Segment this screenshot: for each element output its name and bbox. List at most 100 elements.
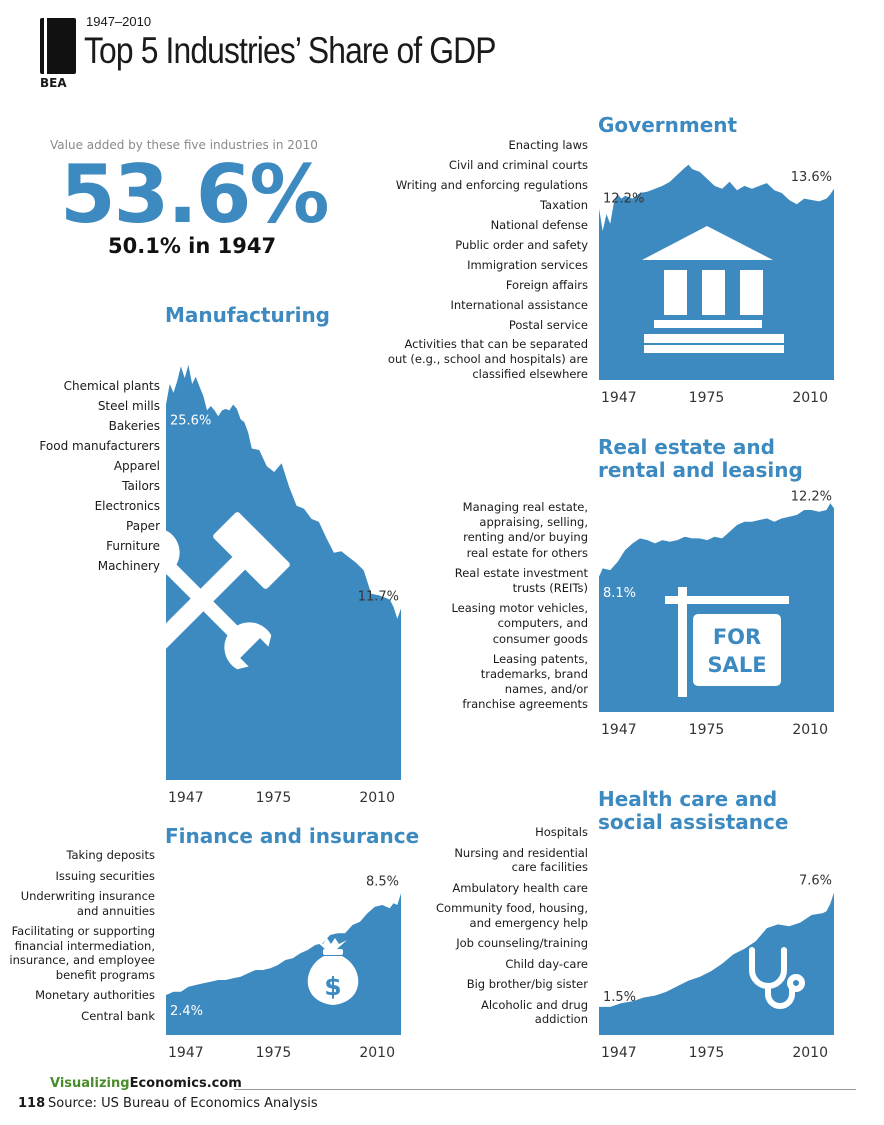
real-estate-title: Real estate and rental and leasing (598, 436, 803, 482)
kpi-1947-value: 50.1% in 1947 (108, 234, 277, 258)
list-item: Issuing securities (55, 868, 155, 883)
for-sale-sign-line-2: SALE (707, 653, 766, 677)
footer-brand: VisualizingEconomics.com (50, 1076, 242, 1091)
list-item: National defense (490, 218, 588, 232)
list-item: Nursing and residential care facilities (454, 845, 588, 875)
health-title-line-2: social assistance (598, 810, 789, 834)
real_estate-x-tick-1947: 1947 (601, 722, 637, 738)
list-item: Ambulatory health care (452, 880, 588, 895)
manufacturing-x-tick-1975: 1975 (256, 790, 292, 806)
page-title: Top 5 Industries’ Share of GDP (84, 30, 497, 71)
list-item: Taxation (539, 198, 588, 212)
kpi-caption: Value added by these five industries in … (50, 138, 318, 152)
finance-x-tick-1975: 1975 (256, 1045, 292, 1061)
health-area-chart: 1947 1975 2010 1.5% 7.6% (599, 874, 834, 1061)
health-title-line-1: Health care and (598, 787, 778, 811)
government-building-icon (642, 226, 784, 353)
for-sale-sign-line-1: FOR (713, 625, 761, 649)
footer-brand-prefix: Visualizing (50, 1076, 130, 1091)
list-item: Civil and criminal courts (448, 158, 588, 172)
manufacturing-area-chart: 1947 1975 2010 25.6% 11.7% (166, 364, 401, 806)
list-item: Central bank (81, 1008, 155, 1023)
real-estate-title-line-1: Real estate and (598, 435, 775, 459)
real_estate-start-value-label: 8.1% (603, 586, 636, 601)
footer-divider (234, 1089, 856, 1090)
list-item: Alcoholic and drug addiction (480, 997, 588, 1027)
bea-logo-text: BEA (40, 76, 67, 90)
list-item: Chemical plants (63, 379, 160, 393)
list-item: Managing real estate, appraising, sellin… (462, 500, 588, 560)
health-x-tick-1975: 1975 (689, 1045, 725, 1061)
footer-brand-suffix: Economics.com (129, 1076, 242, 1091)
for-sale-sign-icon: FOR SALE (665, 587, 789, 697)
real-estate-title-line-2: rental and leasing (598, 458, 803, 482)
list-item: Immigration services (467, 258, 588, 272)
list-item: Paper (126, 519, 160, 533)
finance-title: Finance and insurance (165, 824, 420, 848)
list-item: Tailors (122, 479, 160, 493)
list-item: Bakeries (108, 419, 160, 433)
list-item: Apparel (113, 459, 160, 473)
government-x-tick-2010: 2010 (792, 390, 828, 406)
hammer-wrench-icon (166, 512, 290, 670)
source-note: Source: US Bureau of Economics Analysis (48, 1096, 318, 1111)
government-start-value-label: 12.2% (603, 191, 644, 206)
manufacturing-start-value-label: 25.6% (170, 414, 211, 429)
list-item: Job counseling/training (456, 936, 588, 950)
government-x-tick-1947: 1947 (601, 390, 637, 406)
manufacturing-end-value-label: 11.7% (358, 589, 399, 604)
manufacturing-activities-list: Chemical plants Steel mills Bakeries Foo… (0, 376, 160, 576)
finance-area-chart: $ 1947 1975 2010 2.4% 8.5% (166, 874, 401, 1061)
list-item: Furniture (106, 539, 160, 553)
health-area-series (599, 892, 834, 1035)
list-item: Activities that can be separated out (e.… (387, 337, 588, 381)
list-item: Writing and enforcing regulations (395, 178, 588, 192)
list-item: Food manufacturers (39, 439, 160, 453)
list-item: Steel mills (97, 399, 160, 413)
bea-logo (40, 18, 76, 74)
page-subtitle-years: 1947–2010 (86, 14, 152, 29)
list-item: Postal service (508, 318, 588, 332)
list-item: Leasing motor vehicles, computers, and c… (451, 601, 588, 646)
government-activities-list: Enacting laws Civil and criminal courts … (328, 135, 588, 382)
real_estate-x-tick-2010: 2010 (792, 722, 828, 738)
health-x-tick-2010: 2010 (792, 1045, 828, 1061)
list-item: Hospitals (535, 825, 588, 839)
page-number: 118 (18, 1096, 46, 1111)
health-start-value-label: 1.5% (603, 990, 636, 1005)
finance-activities-list: Taking deposits Issuing securities Under… (0, 848, 155, 1023)
health-end-value-label: 7.6% (799, 874, 832, 889)
finance-x-tick-1947: 1947 (168, 1045, 204, 1061)
government-area-chart: 1947 1975 2010 12.2% 13.6% (599, 164, 834, 406)
dollar-sign-icon: $ (324, 972, 341, 1001)
stethoscope-icon (749, 947, 805, 1009)
list-item: Real estate investment trusts (REITs) (454, 565, 588, 596)
manufacturing-x-tick-1947: 1947 (168, 790, 204, 806)
manufacturing-title: Manufacturing (165, 303, 330, 327)
government-x-tick-1975: 1975 (689, 390, 725, 406)
list-item: Facilitating or supporting financial int… (9, 924, 155, 982)
real_estate-x-tick-1975: 1975 (689, 722, 725, 738)
list-item: Community food, housing, and emergency h… (436, 901, 588, 930)
list-item: Enacting laws (508, 138, 588, 152)
list-item: Taking deposits (66, 848, 155, 862)
health-activities-list: Hospitals Nursing and residential care f… (388, 825, 588, 1027)
manufacturing-area-series (166, 364, 401, 780)
list-item: Underwriting insurance and annuities (20, 889, 155, 918)
list-item: Public order and safety (455, 238, 588, 252)
real-estate-activities-list: Managing real estate, appraising, sellin… (388, 500, 588, 713)
finance-end-value-label: 8.5% (366, 874, 399, 889)
list-item: Electronics (94, 499, 160, 513)
finance-start-value-label: 2.4% (170, 1004, 203, 1019)
manufacturing-x-tick-2010: 2010 (359, 790, 395, 806)
list-item: Foreign affairs (505, 278, 588, 292)
kpi-value: 53.6% (60, 148, 330, 241)
list-item: Monetary authorities (35, 988, 155, 1002)
health-x-tick-1947: 1947 (601, 1045, 637, 1061)
list-item: Machinery (97, 559, 160, 573)
real_estate-end-value-label: 12.2% (791, 489, 832, 504)
list-item: International assistance (450, 298, 588, 312)
list-item: Leasing patents, trademarks, brand names… (462, 651, 588, 712)
list-item: Child day-care (505, 956, 588, 971)
health-title: Health care and social assistance (598, 788, 788, 834)
